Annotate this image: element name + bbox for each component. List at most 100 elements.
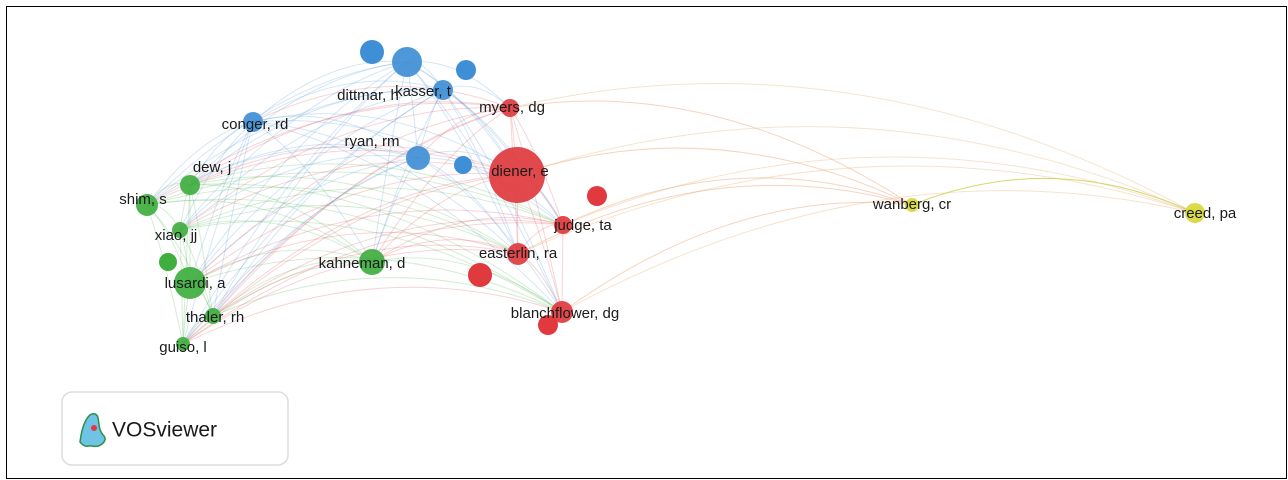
node xyxy=(554,216,572,234)
node xyxy=(507,243,529,265)
edge xyxy=(146,121,254,206)
node xyxy=(456,60,476,80)
node-label: shim, s xyxy=(119,191,167,208)
edge xyxy=(911,177,1196,214)
node xyxy=(243,112,263,132)
node xyxy=(551,301,573,323)
edge xyxy=(212,61,408,317)
node-label: judge, ta xyxy=(553,217,612,234)
edge xyxy=(406,61,564,226)
edge xyxy=(212,174,518,317)
edge xyxy=(182,121,254,345)
logo-text: VOSviewer xyxy=(112,419,217,442)
node xyxy=(406,146,430,170)
edge xyxy=(562,177,913,226)
edge xyxy=(182,249,519,345)
edge xyxy=(509,100,913,206)
node-label: ryan, rm xyxy=(344,133,399,150)
edge xyxy=(252,121,373,263)
edge xyxy=(182,174,518,345)
edge xyxy=(182,222,564,345)
node-label: thaler, rh xyxy=(186,309,244,326)
node xyxy=(205,308,221,324)
edge xyxy=(406,61,519,255)
edge xyxy=(182,184,191,345)
node xyxy=(468,263,492,287)
node-label: diener, e xyxy=(491,163,549,180)
edge xyxy=(442,89,519,255)
node-label: conger, rd xyxy=(222,116,289,133)
edge xyxy=(182,286,563,345)
node-label: wanberg, cr xyxy=(872,196,951,213)
edge xyxy=(179,121,254,231)
logo: VOSviewer xyxy=(61,391,289,466)
edge xyxy=(252,60,408,123)
edge xyxy=(189,175,519,255)
edge xyxy=(212,219,564,317)
edge xyxy=(517,165,1196,255)
edge xyxy=(179,161,518,231)
node xyxy=(454,156,472,174)
edge xyxy=(252,86,511,123)
edge xyxy=(182,261,373,345)
edge xyxy=(179,154,419,231)
edge xyxy=(179,89,444,231)
node xyxy=(433,80,453,100)
edge xyxy=(146,102,511,206)
node xyxy=(172,222,188,238)
edge xyxy=(189,61,408,186)
edge xyxy=(146,171,564,226)
node-label: blanchflower, dg xyxy=(511,305,619,322)
edge xyxy=(189,61,408,284)
edge xyxy=(252,121,519,255)
edge xyxy=(189,101,511,186)
edge xyxy=(189,232,519,284)
edge xyxy=(371,61,408,263)
node xyxy=(501,99,519,117)
node-label: lusardi, a xyxy=(165,275,227,292)
node xyxy=(174,267,206,299)
node xyxy=(489,147,545,203)
edge xyxy=(562,156,1196,226)
edge xyxy=(146,89,444,206)
edge xyxy=(371,239,519,263)
edge xyxy=(179,187,564,231)
edge xyxy=(189,209,564,284)
node xyxy=(180,175,200,195)
node-label: kasser, t xyxy=(395,83,452,100)
logo-icon-dot xyxy=(91,425,97,431)
edge xyxy=(252,121,563,313)
node xyxy=(360,40,384,64)
nodes xyxy=(136,47,1205,351)
edge xyxy=(146,186,519,255)
edge xyxy=(189,143,419,186)
edge xyxy=(561,190,1196,313)
node-label: creed, pa xyxy=(1174,205,1237,222)
edge xyxy=(417,157,563,313)
edge xyxy=(189,184,373,263)
edge xyxy=(516,126,1196,214)
edge xyxy=(179,107,511,231)
node xyxy=(176,337,190,351)
edge xyxy=(189,89,444,284)
edge xyxy=(182,89,444,345)
edge xyxy=(417,107,511,159)
logo-box xyxy=(61,391,289,466)
node-label: kahneman, d xyxy=(319,255,406,272)
edge xyxy=(371,89,444,263)
node-label: xiao, jj xyxy=(155,227,198,244)
node-label: dew, j xyxy=(193,159,231,176)
edge xyxy=(212,259,373,317)
edge xyxy=(212,107,511,317)
node xyxy=(136,194,158,216)
node-label: dittmar, h xyxy=(337,87,399,104)
edge xyxy=(189,88,444,186)
edge xyxy=(146,198,563,313)
edge xyxy=(189,121,254,284)
edge xyxy=(509,83,1196,214)
edge xyxy=(189,144,518,186)
edge xyxy=(189,183,563,313)
